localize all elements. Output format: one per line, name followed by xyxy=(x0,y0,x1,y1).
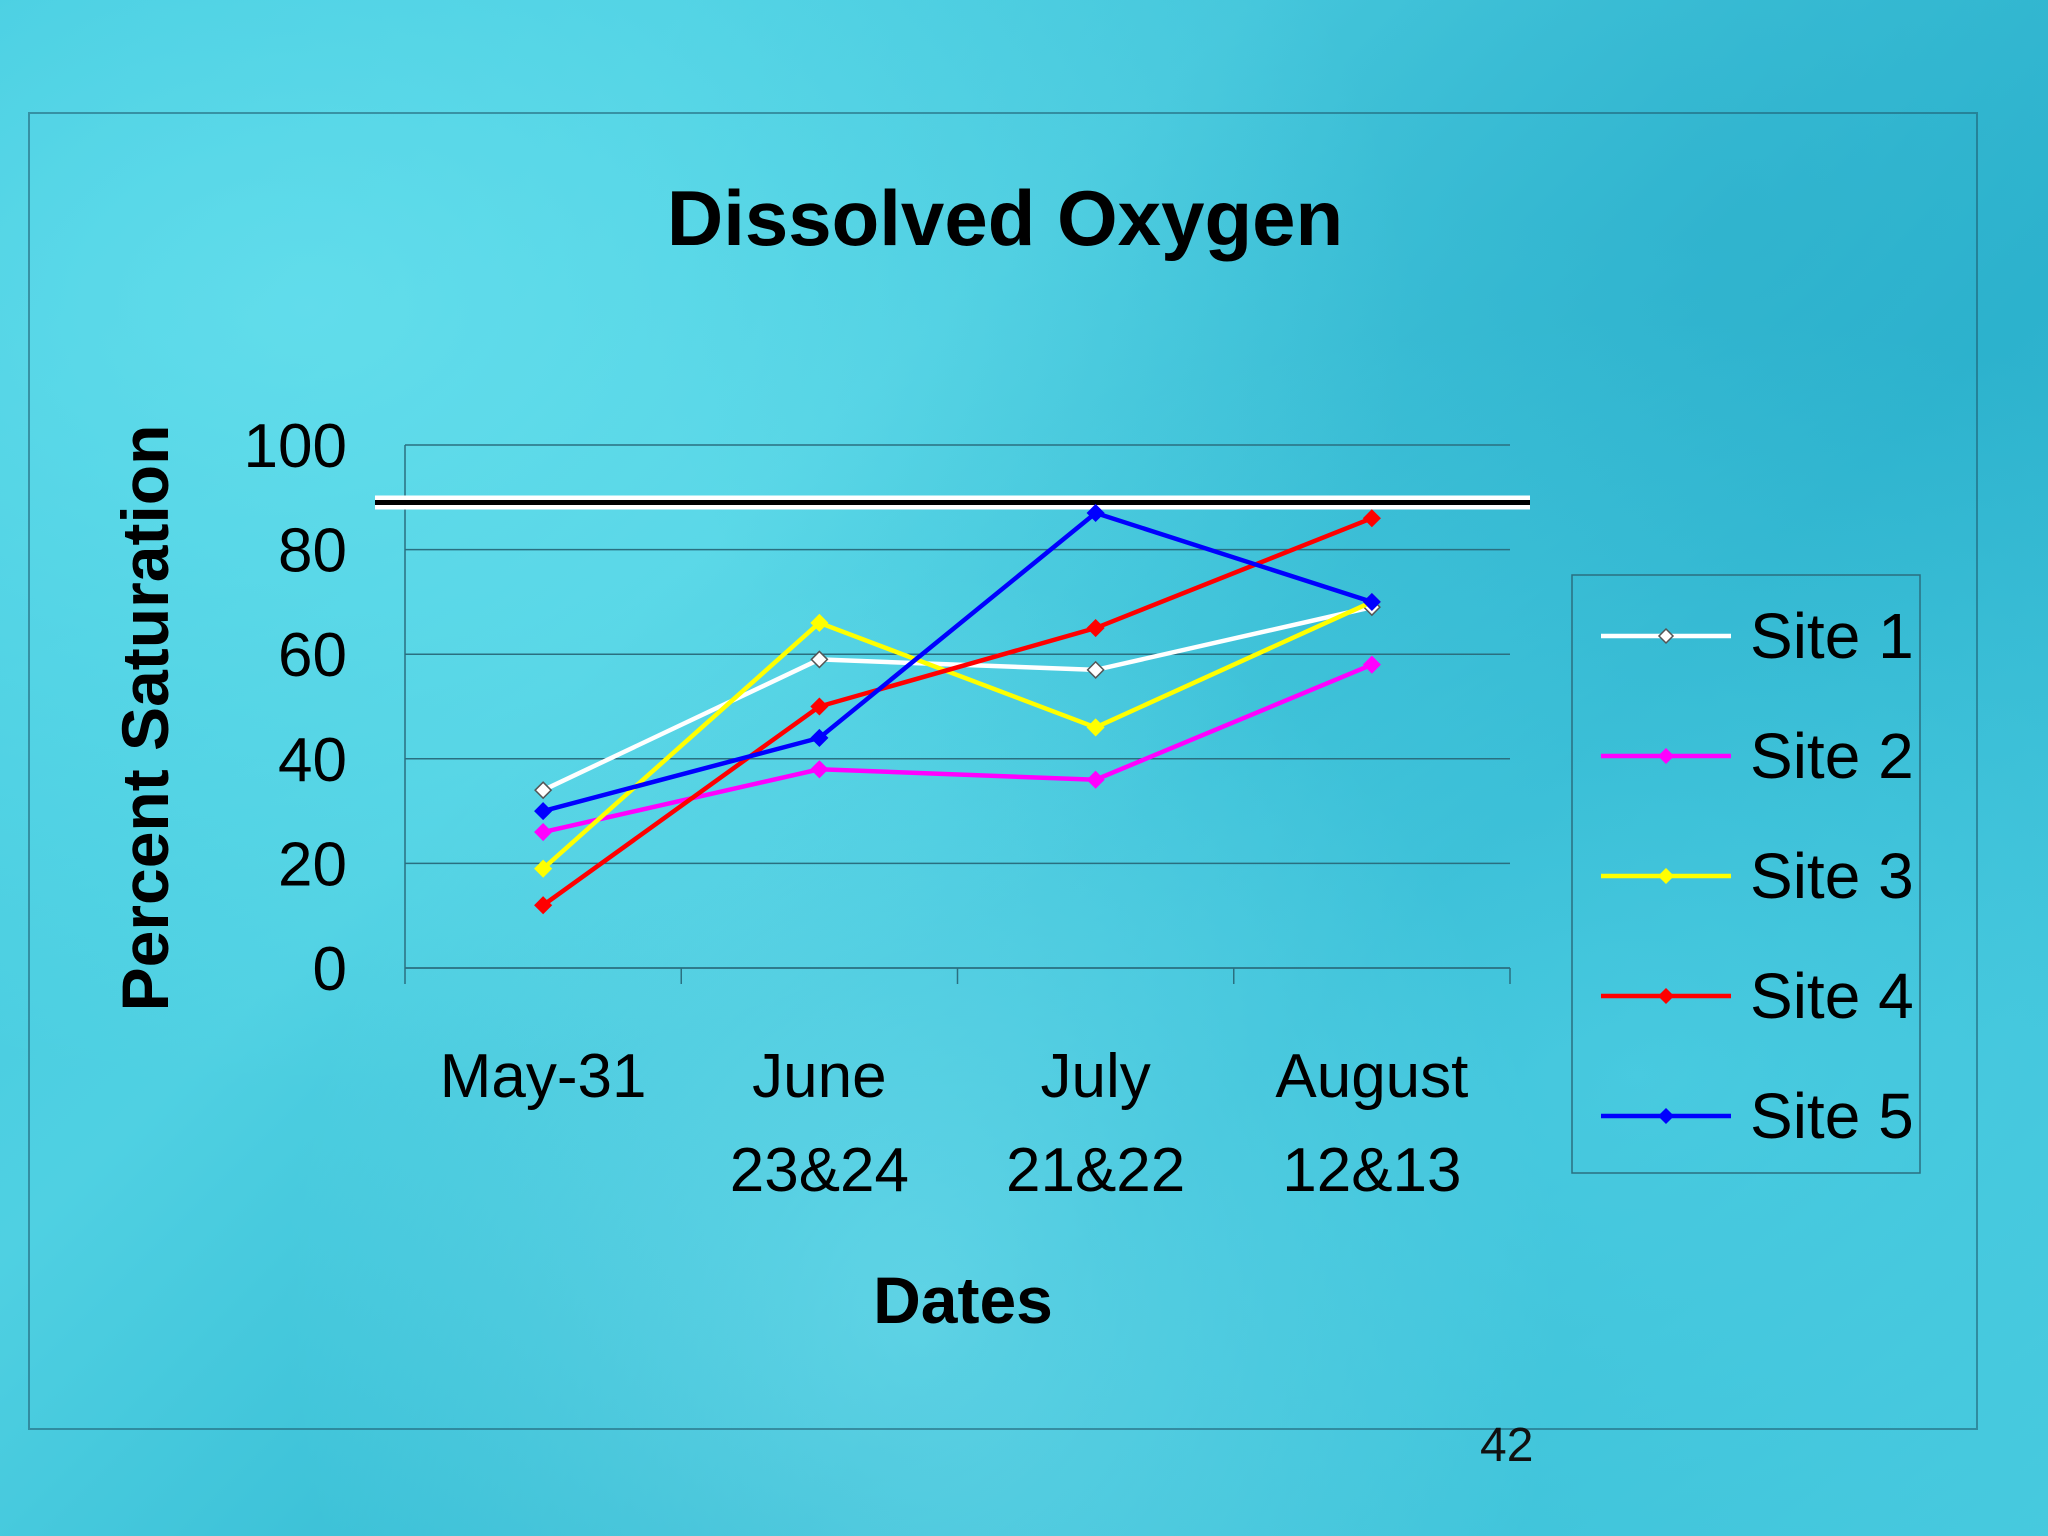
legend-marker xyxy=(1657,1107,1675,1125)
legend-marker xyxy=(1657,747,1675,765)
data-point-site-3 xyxy=(810,613,829,632)
data-point-site-4 xyxy=(810,697,829,716)
y-tick-label: 40 xyxy=(278,726,347,795)
series-line-site-4 xyxy=(541,516,1373,908)
data-point-site-5 xyxy=(1362,592,1381,611)
x-tick-label: 12&13 xyxy=(1282,1136,1461,1205)
x-tick-label: June xyxy=(752,1042,886,1111)
y-axis-label: Percent Saturation xyxy=(108,425,182,1012)
data-point-site-2 xyxy=(1086,770,1105,789)
data-point-site-4 xyxy=(534,896,553,915)
y-tick-label: 0 xyxy=(313,935,347,1004)
legend-marker xyxy=(1657,867,1675,885)
data-point-site-3 xyxy=(534,859,553,878)
legend-label: Site 2 xyxy=(1750,720,1914,792)
y-tick-label: 20 xyxy=(278,830,347,899)
series-line-site-1 xyxy=(542,604,1373,793)
data-point-site-5 xyxy=(1086,503,1105,523)
legend-label: Site 1 xyxy=(1750,600,1914,672)
legend-label: Site 5 xyxy=(1750,1080,1914,1152)
y-tick-label: 100 xyxy=(244,412,347,481)
data-point-site-4 xyxy=(1086,618,1105,638)
x-tick-label: 21&22 xyxy=(1006,1136,1185,1205)
data-point-site-1 xyxy=(534,781,553,800)
chart-title: Dissolved Oxygen xyxy=(667,174,1343,262)
data-point-site-1 xyxy=(810,650,829,669)
legend-label: Site 4 xyxy=(1750,960,1914,1032)
x-tick-label: 23&24 xyxy=(730,1136,909,1205)
data-point-site-5 xyxy=(534,802,553,821)
series-line-site-5 xyxy=(542,510,1373,814)
y-tick-label: 60 xyxy=(278,621,347,690)
page-number: 42 xyxy=(1480,1419,1534,1472)
data-point-site-4 xyxy=(1362,509,1381,528)
x-axis-label: Dates xyxy=(873,1263,1053,1337)
data-point-site-2 xyxy=(534,822,553,842)
data-point-site-3 xyxy=(1086,718,1105,737)
data-point-site-2 xyxy=(810,760,829,779)
legend-label: Site 3 xyxy=(1750,840,1914,912)
data-point-site-5 xyxy=(810,728,829,747)
y-tick-label: 80 xyxy=(278,517,347,586)
series-line-site-3 xyxy=(541,599,1373,871)
legend-marker xyxy=(1657,627,1675,645)
legend-marker xyxy=(1657,987,1675,1005)
data-point-site-1 xyxy=(1086,660,1105,679)
legend-box xyxy=(1571,574,1921,1174)
data-point-site-2 xyxy=(1362,655,1381,674)
slide-frame xyxy=(28,112,1978,1430)
x-tick-label: May-31 xyxy=(440,1042,647,1111)
x-tick-label: July xyxy=(1040,1042,1150,1111)
series-line-site-2 xyxy=(542,662,1373,835)
x-tick-label: August xyxy=(1275,1042,1468,1111)
